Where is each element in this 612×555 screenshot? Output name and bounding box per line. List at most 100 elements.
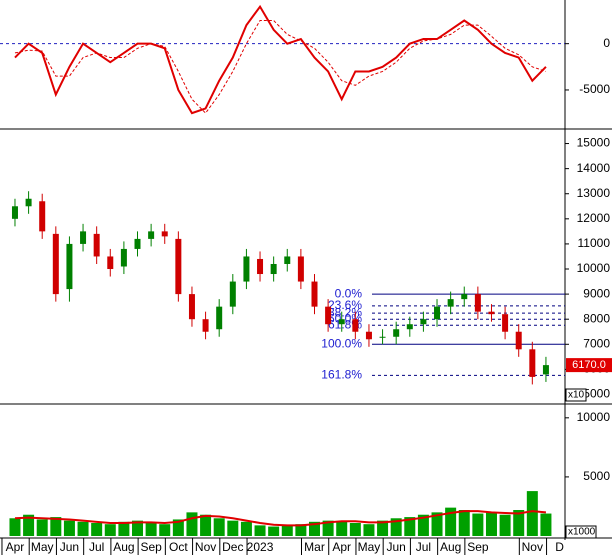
candle-body (434, 306, 441, 320)
candle-body (134, 238, 141, 249)
candle-body (257, 258, 264, 275)
candle-body (379, 336, 386, 338)
volume-bar (308, 521, 320, 536)
candle-body (338, 319, 345, 325)
volume-bar (213, 518, 225, 536)
candle-body (39, 201, 46, 232)
volume-bar (295, 524, 307, 536)
volume-bar (254, 525, 266, 536)
x-tick-label: May (31, 540, 54, 554)
fib-label: 23.6% (328, 298, 362, 312)
candle-body (529, 349, 536, 377)
x-tick-label: Jul (89, 540, 104, 554)
oscillator-line (14, 4, 547, 115)
volume-bar (91, 523, 103, 536)
volume-bar (472, 513, 484, 536)
volume-bar (63, 520, 75, 536)
volume-bar (268, 526, 280, 536)
y-tick-label: 5000 (583, 387, 610, 401)
volume-bar (485, 512, 497, 536)
volume-bar (145, 523, 157, 536)
candle-body (66, 243, 73, 290)
candle-body (175, 238, 182, 295)
last-price-label: 6170.0 (572, 359, 606, 371)
x-tick-label: 2023 (247, 540, 274, 554)
volume-bar (159, 524, 171, 536)
candle-body (365, 331, 372, 340)
volume-bar (172, 519, 184, 536)
volume-bar (36, 519, 48, 536)
y-tick-label: 8000 (583, 311, 610, 325)
y-tick-label: 9000 (583, 286, 610, 300)
x-tick-label: Apr (332, 540, 351, 554)
candle-body (270, 263, 277, 275)
unit-label: x1000 (568, 527, 596, 538)
volume-bar (227, 520, 239, 536)
candle-body (25, 198, 32, 207)
volume-bar (540, 513, 552, 536)
volume-bar (240, 521, 252, 536)
y-tick-label: 0 (603, 36, 610, 50)
x-tick-label: May (358, 540, 381, 554)
volume-bar (377, 520, 389, 536)
x-tick-label: Jul (416, 540, 431, 554)
y-tick-label: 10000 (577, 410, 611, 424)
x-tick-label: Sep (467, 540, 489, 554)
fib-label: 161.8% (321, 368, 362, 382)
candle-body (406, 324, 413, 330)
volume-bar (417, 514, 429, 536)
x-tick-label: Nov (522, 540, 543, 554)
candle-body (80, 231, 87, 244)
y-tick-label: -5000 (579, 82, 610, 96)
last-price-box (566, 358, 612, 373)
volume-bar (526, 491, 538, 536)
volume-bar (513, 510, 525, 536)
candle-body (461, 294, 468, 300)
candle-body (474, 294, 481, 312)
candle-body (515, 331, 522, 350)
candle-body (297, 256, 304, 282)
candle-body (52, 233, 59, 295)
fib-label: 38.2% (328, 305, 362, 319)
candle-body (148, 231, 155, 239)
volume-bar (445, 507, 457, 536)
y-tick-label: 5000 (583, 469, 610, 483)
unit-box (565, 525, 597, 539)
volume-bar (186, 512, 198, 536)
x-tick-label: Dec (222, 540, 243, 554)
volume-bar (104, 524, 116, 536)
x-tick-label: D (555, 540, 564, 554)
candle-body (502, 314, 509, 332)
x-tick-label: Aug (440, 540, 461, 554)
candle-body (352, 319, 359, 332)
x-tick-label: Sep (140, 540, 162, 554)
y-tick-label: 13000 (577, 186, 611, 200)
volume-bar (390, 518, 402, 536)
candle-body (229, 281, 236, 307)
volume-bar (363, 524, 375, 536)
volume-bar (118, 521, 130, 536)
volume-bar (50, 517, 62, 536)
x-tick-label: Jun (60, 540, 79, 554)
candle-body (107, 256, 114, 270)
candle-body (447, 299, 454, 307)
volume-bar (23, 514, 35, 536)
candle-body (93, 233, 100, 257)
candle-body (188, 294, 195, 320)
y-tick-label: 11000 (578, 236, 611, 250)
y-tick-label: 15000 (577, 136, 611, 150)
fib-label: 100.0% (321, 336, 362, 350)
volume-bar (499, 514, 511, 536)
fib-label: 0.0% (335, 286, 363, 300)
candle-body (420, 319, 427, 325)
candle-body (284, 256, 291, 264)
x-tick-label: Nov (195, 540, 216, 554)
candle-body (325, 306, 332, 325)
x-tick-label: Oct (169, 540, 188, 554)
volume-bar (9, 518, 21, 536)
candle-body (120, 248, 127, 267)
volume-bar (77, 521, 89, 536)
candle-body (542, 365, 549, 375)
